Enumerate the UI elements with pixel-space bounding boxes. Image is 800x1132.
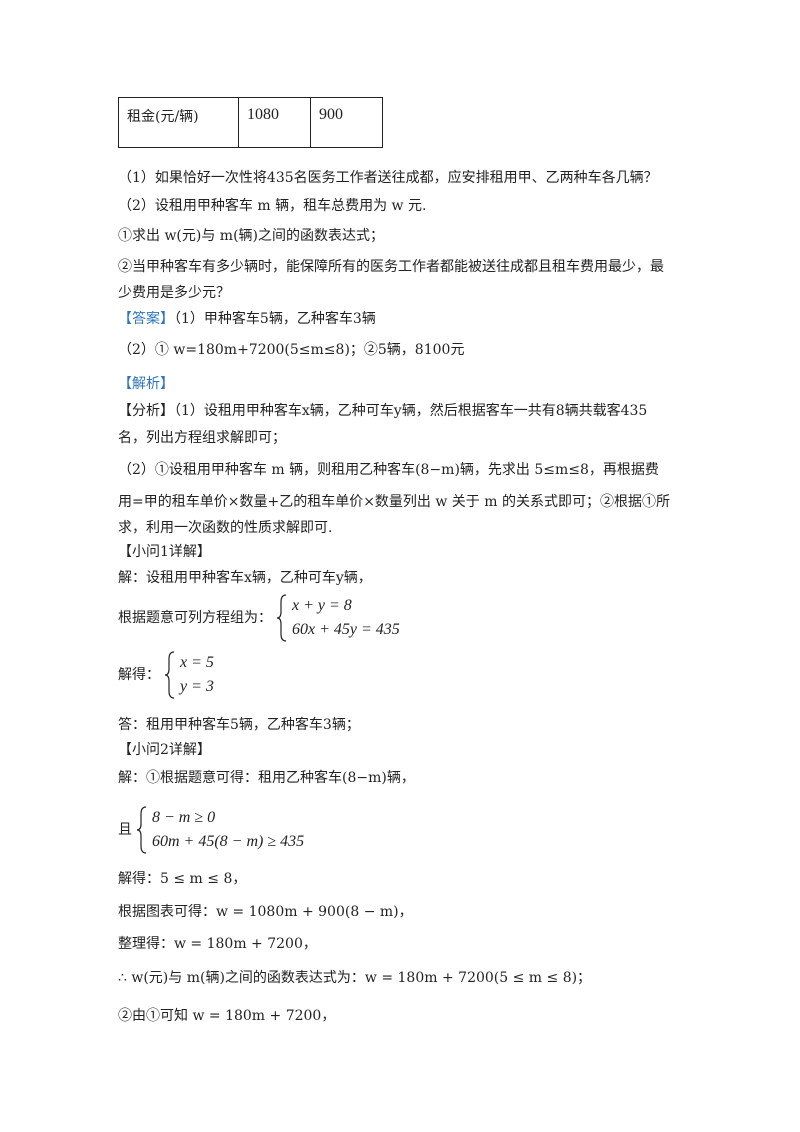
solution-line: 解：设租用甲种客车x辆，乙种可车y辆， [118, 570, 372, 586]
equation: x + y = 8 [292, 597, 352, 614]
solution-line: 答：租用甲种客车5辆，乙种客车3辆； [118, 717, 360, 733]
answer-line-1: 【答案】（1）甲种客车5辆，乙种客车3辆 [118, 309, 376, 329]
equation: 60x + 45y = 435 [292, 621, 400, 638]
question-1: （1）如果恰好一次性将435名医务工作者送往成都，应安排租用甲、乙两种车各几辆？ [118, 170, 658, 186]
solution-line: 且 [118, 822, 132, 838]
solution-line: 解：①根据题意可得：租用乙种客车(8−m)辆， [118, 770, 415, 786]
solution-line: ∴ w(元)与 m(辆)之间的函数表达式为：w = 180m + 7200(5 … [118, 970, 592, 986]
brace-icon [276, 594, 287, 642]
question-2b-cont: 少费用是多少元？ [118, 285, 230, 301]
analysis-tag: 【解析】 [118, 376, 174, 392]
equation-system-3: 且 8 − m ≥ 0 60m + 45(8 − m) ≥ 435 [118, 806, 304, 854]
analysis-line: （2）①设租用甲种客车 m 辆，则租用乙种客车(8−m)辆，先求出 5≤m≤8，… [118, 462, 659, 478]
solution-line: 根据图表可得：w = 1080m + 900(8 − m)， [118, 904, 413, 920]
question-2a: ①求出 w(元)与 m(辆)之间的函数表达式； [118, 228, 385, 244]
equation: 8 − m ≥ 0 [152, 809, 216, 826]
rent-jia-cell: 1080 [238, 97, 311, 148]
solution-line: 整理得：w = 180m + 7200， [118, 936, 317, 952]
analysis-line: 求，利用一次函数的性质求解即可. [118, 520, 333, 536]
question-2b: ②当甲种客车有多少辆时，能保障所有的医务工作者都能被送往成都且租车费用最少，最 [118, 259, 664, 275]
subquestion-1-title: 【小问1详解】 [118, 544, 211, 560]
analysis-line: 名，列出方程组求解即可； [118, 430, 286, 446]
solution-line: 解得：5 ≤ m ≤ 8， [118, 871, 247, 887]
solution-line: ②由①可知 w = 180m + 7200， [118, 1008, 336, 1024]
equation-system-1: 根据题意可列方程组为： x + y = 8 60x + 45y = 435 [118, 594, 400, 642]
answer-1: （1）甲种客车5辆，乙种客车3辆 [174, 311, 376, 327]
equation: x = 5 [180, 654, 214, 671]
equation: y = 3 [180, 678, 214, 695]
brace-icon [136, 806, 147, 854]
solution-line: 解得： [118, 667, 160, 683]
rent-yi-cell: 900 [310, 97, 383, 148]
answer-tag: 【答案】 [118, 311, 174, 327]
brace-icon [164, 651, 175, 699]
solution-line: 根据题意可列方程组为： [118, 610, 272, 626]
equation: 60m + 45(8 − m) ≥ 435 [152, 833, 305, 850]
question-2: （2）设租用甲种客车 m 辆，租车总费用为 w 元. [118, 198, 427, 214]
subquestion-2-title: 【小问2详解】 [118, 742, 211, 758]
answer-2: （2）① w=180m+7200(5≤m≤8)；②5辆，8100元 [118, 342, 465, 358]
equation-system-2: 解得： x = 5 y = 3 [118, 651, 214, 699]
analysis-line: 【分析】（1）设租用甲种客车x辆，乙种可车y辆，然后根据客车一共有8辆共载客43… [118, 403, 648, 419]
rent-label-cell: 租金(元/辆) [118, 97, 239, 148]
rent-table: 租金(元/辆) 1080 900 [118, 97, 383, 148]
analysis-line: 用=甲的租车单价×数量+乙的租车单价×数量列出 w 关于 m 的关系式即可；②根… [118, 494, 670, 510]
